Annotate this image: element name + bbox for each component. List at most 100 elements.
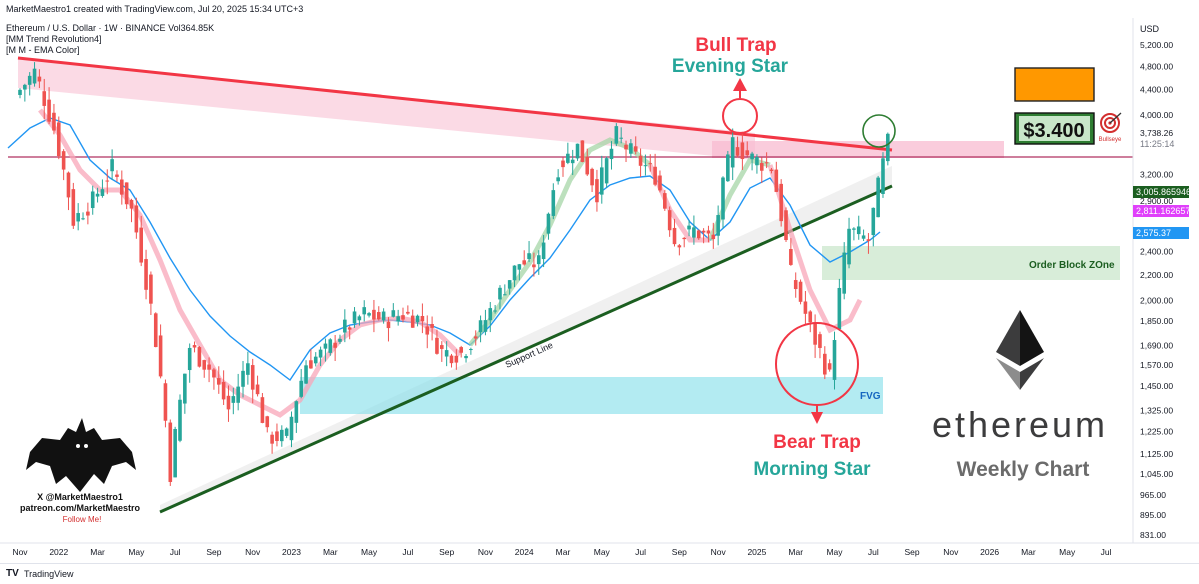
bull-candle xyxy=(323,343,328,349)
price-tag-ema-color: 2,811.162657 xyxy=(1133,205,1190,217)
bull-candle xyxy=(536,255,541,265)
ethereum-wordmark: ethereum xyxy=(932,404,1108,445)
bull-candle xyxy=(415,315,420,323)
bear-candle xyxy=(197,347,202,367)
resistance-zone-box xyxy=(712,141,1004,158)
bull-candle xyxy=(503,294,507,296)
time-tick-label: 2026 xyxy=(980,547,999,557)
bull-candle xyxy=(27,75,32,85)
bull-candle xyxy=(842,252,846,294)
price-tick-label: 1,325.00 xyxy=(1140,405,1173,415)
bull-candle xyxy=(599,167,604,195)
bear-candle xyxy=(769,169,774,171)
bear-candle xyxy=(37,76,42,82)
bear-candle xyxy=(265,416,270,428)
bull-candle xyxy=(556,177,560,182)
bear-candle xyxy=(61,151,66,170)
bull-candle xyxy=(832,340,837,380)
price-axis[interactable]: 5,200.00 4,800.00 4,400.00 4,000.00 3,738.26… xyxy=(1140,40,1173,540)
bull-candle xyxy=(304,365,308,384)
bull-candle xyxy=(483,320,488,332)
bear-candle xyxy=(115,174,119,177)
bull-trap-arrow xyxy=(733,78,747,91)
tradingview-brand[interactable]: TradingView xyxy=(24,569,74,579)
time-axis[interactable]: Nov 2022 Mar May Jul Sep Nov 2023 Mar May Jul Sep No… xyxy=(12,547,1111,557)
bear-candle xyxy=(71,189,76,226)
time-tick-label: Mar xyxy=(788,547,803,557)
bear-candle xyxy=(624,144,628,150)
bear-candle xyxy=(144,259,148,290)
time-tick-label: Mar xyxy=(556,547,571,557)
time-tick-label: Nov xyxy=(12,547,28,557)
bull-candle xyxy=(619,137,623,139)
bear-candle xyxy=(803,301,808,314)
bull-candle xyxy=(750,153,754,160)
bear-candle xyxy=(42,91,47,106)
bear-candle xyxy=(658,175,662,191)
bear-candle xyxy=(449,355,454,364)
volume-label: Vol xyxy=(168,23,181,33)
bull-candle xyxy=(478,320,483,333)
indicator-2[interactable]: [M M - EMA Color] xyxy=(6,45,80,55)
time-tick-label: 2022 xyxy=(49,547,68,557)
evening-star-label: Evening Star xyxy=(672,56,789,77)
currency-label[interactable]: USD xyxy=(1140,24,1160,34)
bull-candle xyxy=(871,207,876,235)
bear-candle xyxy=(677,245,682,248)
bear-candle xyxy=(430,324,434,328)
bear-candle xyxy=(406,311,410,314)
price-tick-label: 1,045.00 xyxy=(1140,469,1173,479)
bear-candle xyxy=(672,227,677,245)
symbol-name[interactable]: Ethereum / U.S. Dollar · 1W · BINANCE xyxy=(6,23,166,33)
bull-candle xyxy=(852,228,856,230)
bullseye-label: Bullseye xyxy=(1099,137,1122,143)
bear-candle xyxy=(532,264,536,268)
price-tick-label: 2,900.00 xyxy=(1140,196,1173,206)
bull-candle xyxy=(23,84,27,90)
bear-candle xyxy=(459,347,463,353)
bull-candle xyxy=(493,310,497,312)
price-tag-ema: 2,575.37 xyxy=(1133,227,1189,239)
bull-candle xyxy=(187,347,192,371)
target-price-inner xyxy=(1019,116,1090,141)
time-tick-label: 2025 xyxy=(747,547,766,557)
bear-candle xyxy=(779,183,783,222)
time-tick-label: 2023 xyxy=(282,547,301,557)
bear-candle xyxy=(149,274,153,304)
bull-candle xyxy=(391,310,396,317)
bear-candle xyxy=(52,112,56,131)
target-price-label: $3.400 xyxy=(1023,120,1084,142)
bull-candle xyxy=(318,349,323,358)
bear-candle xyxy=(66,172,71,198)
bear-candle xyxy=(372,309,376,320)
price-tick-label: 1,450.00 xyxy=(1140,381,1173,391)
bull-candle xyxy=(643,165,648,167)
time-tick-label: Nov xyxy=(711,547,727,557)
price-tick-label: 831.00 xyxy=(1140,530,1166,540)
price-tick-label: 4,800.00 xyxy=(1140,61,1173,71)
bear-candle xyxy=(585,156,590,175)
bear-candle xyxy=(410,315,415,328)
bear-candle xyxy=(522,260,527,265)
bull-candle xyxy=(755,156,759,166)
bull-candle xyxy=(730,137,735,168)
bull-candle xyxy=(294,401,299,423)
bear-candle xyxy=(386,321,391,329)
bear-candle xyxy=(561,160,565,168)
bear-candle xyxy=(454,355,459,363)
candles-group xyxy=(18,62,890,486)
bull-candle xyxy=(876,177,880,218)
bear-candle xyxy=(309,360,313,369)
countdown-timer: 11:25:14 xyxy=(1140,139,1175,149)
support-channel-band xyxy=(160,166,892,512)
price-tick-label: 4,000.00 xyxy=(1140,110,1173,120)
time-tick-label: Jul xyxy=(635,547,646,557)
weekly-chart-label: Weekly Chart xyxy=(957,458,1090,481)
price-tick-label: 965.00 xyxy=(1140,490,1166,500)
bear-candle xyxy=(663,193,667,209)
symbol-line: Ethereum / U.S. Dollar · 1W · BINANCE Vo… xyxy=(6,23,214,33)
bear-candle xyxy=(784,210,788,241)
indicator-1[interactable]: [MM Trend Revolution4] xyxy=(6,34,102,44)
bear-candle xyxy=(793,280,798,290)
